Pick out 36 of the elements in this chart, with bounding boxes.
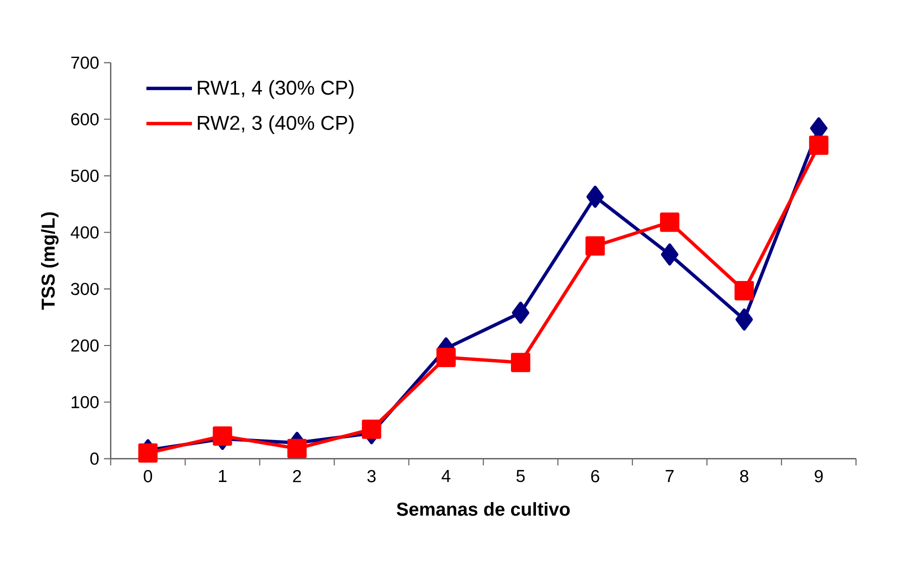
point [585,236,605,256]
point [287,438,307,458]
point [661,243,678,266]
point [660,212,680,232]
x-tick-label: 0 [144,470,152,482]
x-tick-label: 7 [666,470,674,482]
x-tick-label: 8 [740,470,748,482]
y-tick-label: 100 [72,396,99,408]
y-tick-label: 200 [71,339,99,352]
point [586,186,604,208]
y-tick-label: 600 [71,113,99,126]
x-tick-label: 9 [814,470,823,482]
x-axis-title: Semanas de cultivo [396,502,570,516]
point [138,443,158,463]
y-axis-title: TSS (mg/L) [41,212,59,310]
point [736,308,753,331]
point [510,352,530,372]
y-tick-label: 400 [70,226,99,239]
x-tick-label: 5 [516,470,525,482]
point [809,136,828,155]
x-tick-label: 1 [218,470,226,482]
point [512,302,530,324]
y-tick-label: 0 [90,452,99,465]
point [362,420,382,439]
x-tick-label: 3 [367,470,376,482]
y-tick-label: 300 [71,282,99,296]
point [212,426,232,446]
point [734,280,754,300]
y-tick-label: 700 [71,56,99,69]
legend-label: RW1, 4 (30% CP) [198,80,354,99]
point [436,348,456,368]
x-tick-label: 6 [591,470,600,482]
legend-label: RW2, 3 (40% CP) [198,115,354,134]
x-tick-label: 4 [442,470,450,482]
x-tick-label: 2 [293,470,301,482]
y-tick-label: 500 [71,170,99,182]
